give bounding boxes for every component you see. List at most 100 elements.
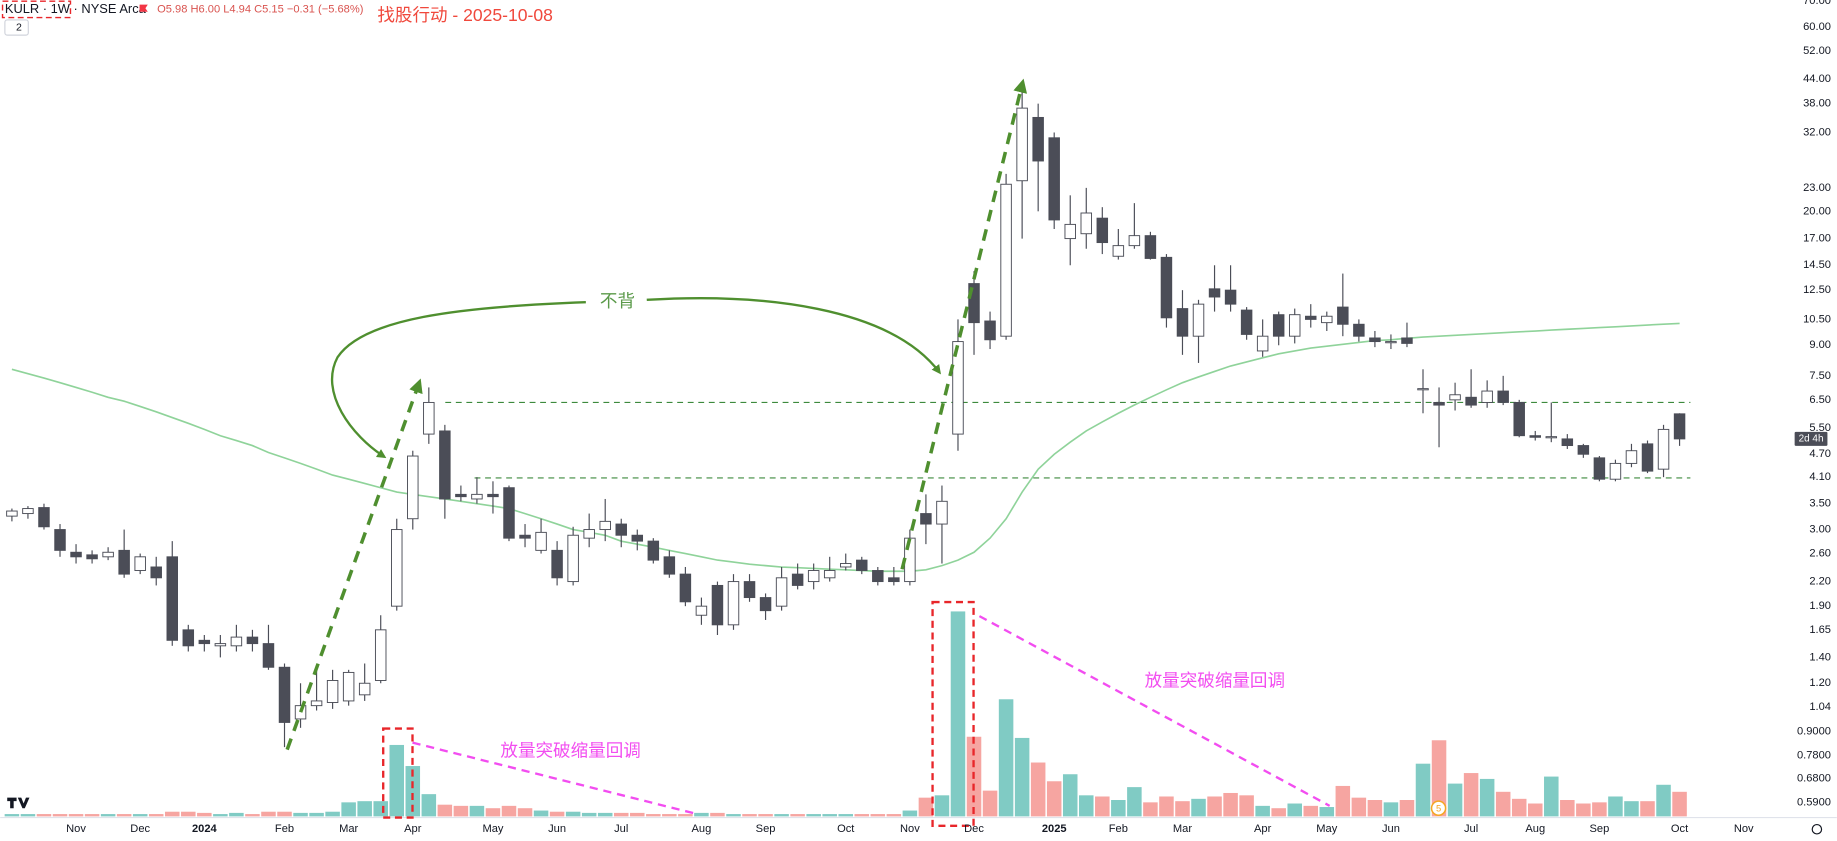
volume-bar <box>309 812 324 817</box>
candle-body <box>1433 401 1445 406</box>
x-tick-label: Jun <box>1382 823 1400 835</box>
volume-bar <box>918 797 934 817</box>
candle-body <box>1016 107 1028 182</box>
candle-body <box>807 570 820 583</box>
volume-bar <box>613 812 629 817</box>
volume-bar <box>1592 802 1607 817</box>
candle-body <box>1305 315 1317 320</box>
candle-body <box>1064 223 1076 240</box>
y-tick-label: 2.60 <box>1809 547 1831 559</box>
highlight-box <box>931 600 975 827</box>
candle-body <box>407 455 419 520</box>
volume-bar <box>790 814 805 817</box>
candle-body <box>759 597 772 612</box>
candle-body <box>1369 337 1381 343</box>
volume-bar <box>197 812 212 817</box>
candle-body <box>1176 308 1189 337</box>
y-tick-label: 44.00 <box>1803 73 1831 85</box>
x-tick-label: Mar <box>1173 823 1192 835</box>
volume-bar <box>52 814 68 817</box>
volume-bar <box>678 814 693 817</box>
candle-body <box>663 556 676 575</box>
candle-body <box>38 507 50 528</box>
x-tick-label: Jun <box>548 823 566 835</box>
volume-bar <box>1175 801 1190 817</box>
candle-body <box>1272 314 1285 337</box>
volume-bar <box>1111 800 1126 817</box>
candle-body <box>1593 457 1606 480</box>
event-marker[interactable] <box>1430 800 1447 816</box>
volume-bar <box>1287 803 1302 817</box>
candle-body <box>1545 436 1558 439</box>
symbol-info: KULR · 1W · NYSE Arca <box>5 1 147 16</box>
x-tick-label: Feb <box>1109 823 1128 835</box>
chart-title: 找股行动 - 2025-10-08 <box>377 5 553 25</box>
y-tick-label: 4.10 <box>1809 471 1831 483</box>
candle-body <box>872 570 884 583</box>
x-tick-label: Nov <box>900 823 920 835</box>
volume-bar <box>1415 763 1431 817</box>
volume-bar <box>758 814 773 817</box>
volume-bar <box>822 814 837 817</box>
y-tick-label: 1.90 <box>1809 600 1831 612</box>
volume-bar <box>373 801 388 817</box>
candle-body <box>679 573 692 603</box>
candle-body <box>615 523 627 536</box>
volume-bar <box>421 794 437 817</box>
candle-body <box>310 700 323 707</box>
y-tick-label: 0.9000 <box>1797 725 1831 737</box>
candle-body <box>519 534 531 539</box>
flag-icon <box>139 4 148 12</box>
annotation: 不背 <box>600 291 635 311</box>
x-tick-label: Aug <box>692 823 712 835</box>
y-tick-label: 20.00 <box>1803 205 1831 217</box>
candle-body <box>1256 335 1269 352</box>
volume-bar <box>1576 803 1591 817</box>
candle-body <box>631 534 644 542</box>
y-tick-label: 52.00 <box>1803 45 1831 57</box>
candle-body <box>936 500 948 525</box>
pane-count[interactable]: 2 <box>16 21 22 33</box>
y-tick-label: 0.7800 <box>1797 749 1831 761</box>
settings-icon[interactable] <box>1811 824 1823 835</box>
volume-bar <box>1255 805 1270 817</box>
volume-bar <box>1303 805 1319 817</box>
volume-bar <box>694 812 709 817</box>
y-tick-label: 17.00 <box>1803 233 1831 245</box>
candle-body <box>198 639 211 645</box>
candle-body <box>711 584 724 626</box>
volume-bar <box>533 810 549 817</box>
event-label[interactable]: 5 <box>1436 803 1441 813</box>
x-tick-label: Oct <box>837 823 854 835</box>
volume-bar <box>1143 802 1158 817</box>
y-tick-label: 7.50 <box>1809 370 1831 382</box>
candle-body <box>358 682 371 696</box>
volume-bar <box>245 814 260 817</box>
volume-bar <box>405 766 421 817</box>
volume-bar <box>1383 802 1399 817</box>
candle-body <box>647 540 660 561</box>
candle-body <box>278 666 291 723</box>
volume-bar <box>437 804 453 817</box>
y-tick-label: 9.00 <box>1809 339 1831 351</box>
volume-bar <box>293 812 308 817</box>
volume-bar <box>1191 798 1206 817</box>
volume-bar <box>1079 795 1094 817</box>
volume-bar <box>1624 801 1639 817</box>
candle-body <box>823 570 836 579</box>
logo[interactable] <box>7 797 30 809</box>
curve-arrow <box>331 301 586 459</box>
volume-bar <box>116 814 132 817</box>
volume-bar <box>501 805 517 817</box>
candle-body <box>1224 289 1237 305</box>
candle-body <box>1657 428 1670 470</box>
y-tick-label: 4.70 <box>1809 448 1831 460</box>
y-tick-label: 3.00 <box>1809 523 1831 535</box>
candle-body <box>1240 309 1253 335</box>
pane-toggle[interactable] <box>4 19 29 36</box>
countdown-label: 2d 4h <box>1799 434 1824 445</box>
candle-body <box>599 520 611 531</box>
volume-bar <box>1367 800 1383 817</box>
